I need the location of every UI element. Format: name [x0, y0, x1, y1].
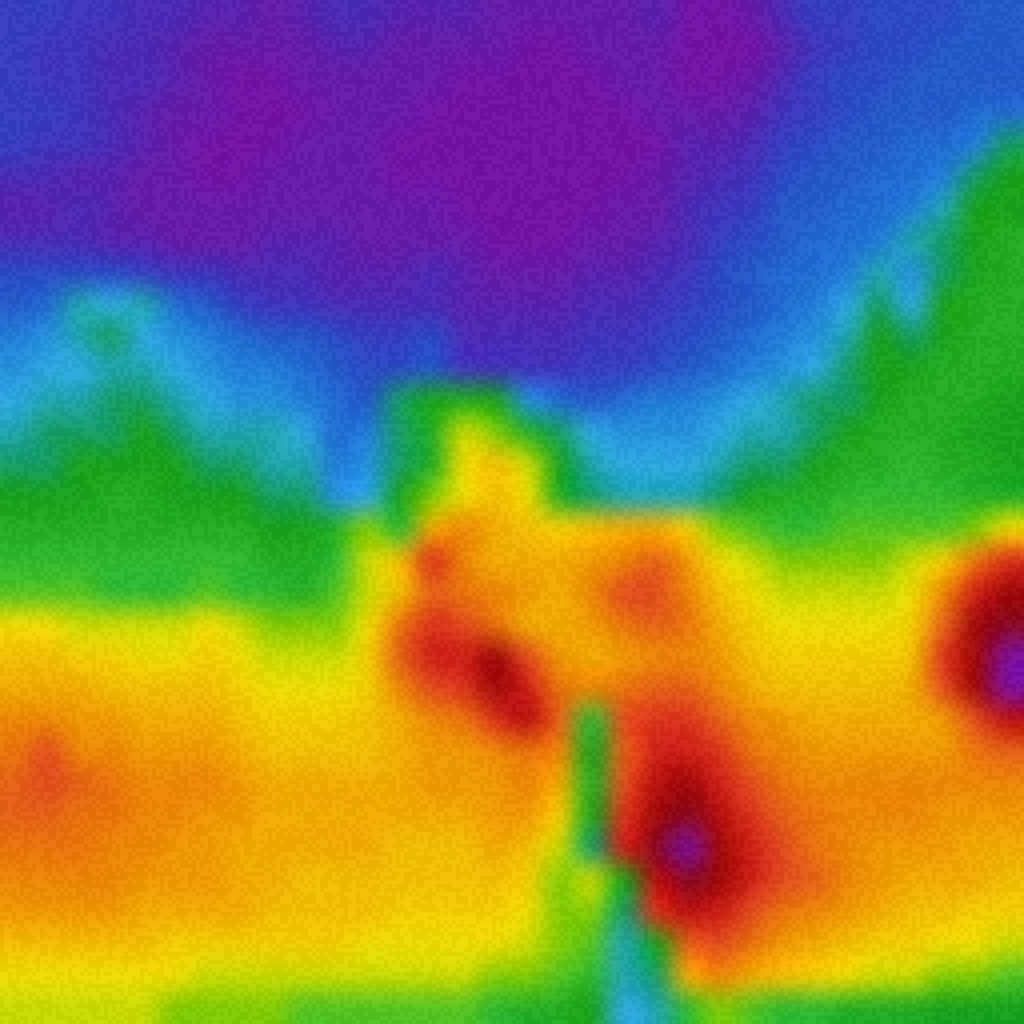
map-texture-overlay	[0, 0, 1024, 1024]
weather-map-view	[0, 0, 1024, 1024]
